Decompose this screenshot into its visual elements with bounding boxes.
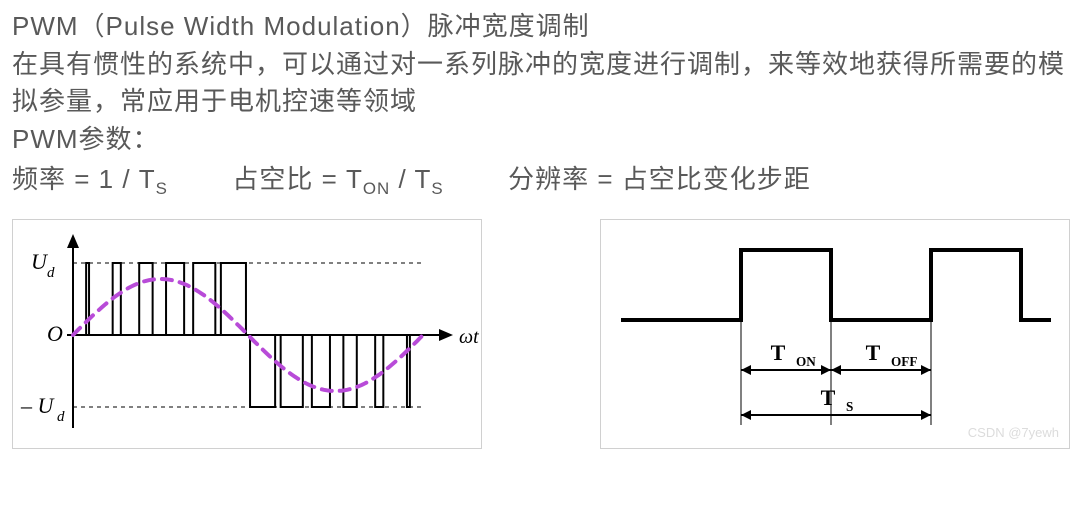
svg-text:T: T: [771, 340, 786, 365]
formula-row: 频率 = 1 / TS 占空比 = TON / TS 分辨率 = 占空比变化步距: [12, 161, 1070, 202]
content-text: PWM（Pulse Width Modulation）脉冲宽度调制 在具有惯性的…: [12, 8, 1070, 201]
res-label: 分辨率 = 占空比变化步距: [508, 164, 811, 194]
figure-right-duty-cycle: TONTOFFTS CSDN @7yewh: [600, 219, 1070, 449]
figure-left-pwm-sine: Ud– UdOωt: [12, 219, 482, 449]
svg-text:OFF: OFF: [891, 354, 917, 369]
duty-mid: / T: [390, 164, 431, 194]
svg-text:T: T: [866, 340, 881, 365]
svg-text:d: d: [47, 265, 55, 281]
svg-text:T: T: [821, 385, 836, 410]
duty-sub2: S: [431, 179, 443, 198]
line-1: PWM（Pulse Width Modulation）脉冲宽度调制: [12, 8, 1070, 46]
figures-row: Ud– UdOωt TONTOFFTS CSDN @7yewh: [12, 219, 1070, 449]
svg-text:S: S: [846, 399, 853, 414]
svg-right: TONTOFFTS: [601, 220, 1071, 450]
duty-label: 占空比 = T: [232, 164, 363, 194]
svg-text:d: d: [57, 409, 65, 425]
svg-text:ωt: ωt: [459, 326, 479, 348]
svg-text:– U: – U: [20, 393, 56, 418]
svg-left: Ud– UdOωt: [13, 220, 483, 450]
watermark: CSDN @7yewh: [968, 425, 1059, 440]
line-3: PWM参数：: [12, 121, 1070, 159]
svg-text:O: O: [47, 321, 63, 346]
duty-sub1: ON: [363, 179, 390, 198]
svg-text:ON: ON: [796, 354, 816, 369]
freq-label: 频率 = 1 / T: [12, 164, 156, 194]
line-2: 在具有惯性的系统中，可以通过对一系列脉冲的宽度进行调制，来等效地获得所需要的模拟…: [12, 46, 1070, 121]
freq-sub: S: [156, 179, 168, 198]
